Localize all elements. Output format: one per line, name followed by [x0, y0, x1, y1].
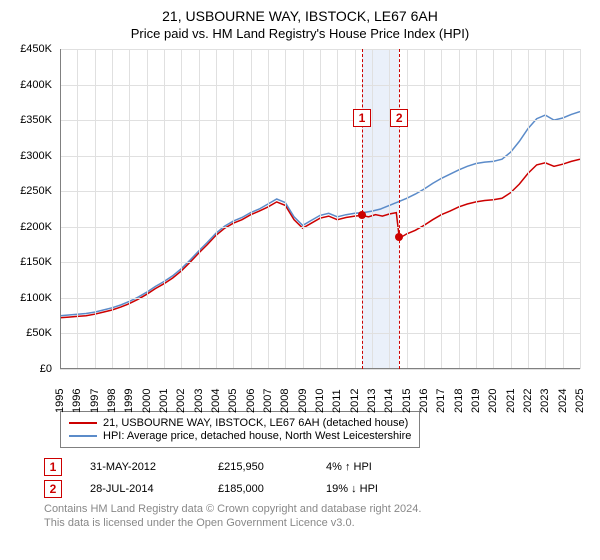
x-tick-label: 2000 [141, 389, 153, 413]
y-tick-label: £150K [20, 256, 52, 268]
sale-date: 31-MAY-2012 [90, 461, 190, 473]
sale-row: 2 28-JUL-2014 £185,000 19% ↓ HPI [44, 480, 584, 498]
x-tick-label: 1998 [106, 389, 118, 413]
y-tick-label: £250K [20, 185, 52, 197]
page-title: 21, USBOURNE WAY, IBSTOCK, LE67 6AH [16, 8, 584, 24]
sale-price: £215,950 [218, 461, 298, 473]
license-line1: Contains HM Land Registry data © Crown c… [44, 502, 584, 516]
x-tick-label: 2012 [349, 389, 361, 413]
x-tick-label: 2004 [210, 389, 222, 413]
sale-index: 2 [44, 480, 62, 498]
x-tick-label: 2002 [175, 389, 187, 413]
legend-item: 21, USBOURNE WAY, IBSTOCK, LE67 6AH (det… [69, 417, 411, 429]
sale-row: 1 31-MAY-2012 £215,950 4% ↑ HPI [44, 458, 584, 476]
x-tick-label: 2006 [245, 389, 257, 413]
legend-label: 21, USBOURNE WAY, IBSTOCK, LE67 6AH (det… [103, 417, 408, 429]
y-tick-label: £100K [20, 292, 52, 304]
sale-marker-line [362, 49, 363, 369]
sales-table: 1 31-MAY-2012 £215,950 4% ↑ HPI 2 28-JUL-2014… [44, 458, 584, 498]
x-tick-label: 2007 [262, 389, 274, 413]
x-tick-label: 2016 [418, 389, 430, 413]
x-tick-label: 2015 [401, 389, 413, 413]
x-tick-label: 2021 [505, 389, 517, 413]
chart: £0£50K£100K£150K£200K£250K£300K£350K£400… [60, 49, 580, 369]
x-tick-label: 1996 [71, 389, 83, 413]
x-tick-label: 2010 [314, 389, 326, 413]
x-tick-label: 2017 [435, 389, 447, 413]
sale-delta: 19% ↓ HPI [326, 483, 426, 495]
x-tick-label: 2022 [522, 389, 534, 413]
x-tick-label: 2024 [557, 389, 569, 413]
x-tick-label: 2003 [193, 389, 205, 413]
x-tick-label: 2014 [383, 389, 395, 413]
legend-swatch [69, 422, 97, 424]
sale-date: 28-JUL-2014 [90, 483, 190, 495]
y-tick-label: £450K [20, 43, 52, 55]
x-tick-label: 1999 [123, 389, 135, 413]
y-tick-label: £400K [20, 79, 52, 91]
legend-item: HPI: Average price, detached house, Nort… [69, 430, 411, 442]
sale-marker-label: 1 [353, 109, 371, 127]
sale-dot [358, 211, 366, 219]
sale-dot [395, 233, 403, 241]
y-tick-label: £300K [20, 150, 52, 162]
legend-swatch [69, 435, 97, 437]
x-tick-label: 2025 [574, 389, 586, 413]
sale-index: 1 [44, 458, 62, 476]
x-tick-label: 2008 [279, 389, 291, 413]
sale-marker-line [399, 49, 400, 369]
x-tick-label: 2018 [453, 389, 465, 413]
page-subtitle: Price paid vs. HM Land Registry's House … [16, 26, 584, 41]
x-tick-label: 2013 [366, 389, 378, 413]
legend: 21, USBOURNE WAY, IBSTOCK, LE67 6AH (det… [60, 411, 420, 448]
x-tick-label: 2005 [227, 389, 239, 413]
x-tick-label: 2023 [539, 389, 551, 413]
legend-label: HPI: Average price, detached house, Nort… [103, 430, 411, 442]
x-tick-label: 2020 [487, 389, 499, 413]
license-text: Contains HM Land Registry data © Crown c… [44, 502, 584, 531]
sale-delta: 4% ↑ HPI [326, 461, 426, 473]
y-tick-label: £0 [40, 363, 52, 375]
y-tick-label: £350K [20, 114, 52, 126]
y-tick-label: £50K [26, 327, 52, 339]
x-tick-label: 2001 [158, 389, 170, 413]
x-tick-label: 2019 [470, 389, 482, 413]
sale-marker-label: 2 [390, 109, 408, 127]
x-tick-label: 2011 [331, 389, 343, 413]
x-tick-label: 1997 [89, 389, 101, 413]
x-tick-label: 2009 [297, 389, 309, 413]
y-tick-label: £200K [20, 221, 52, 233]
license-line2: This data is licensed under the Open Gov… [44, 516, 584, 530]
sale-price: £185,000 [218, 483, 298, 495]
x-tick-label: 1995 [54, 389, 66, 413]
